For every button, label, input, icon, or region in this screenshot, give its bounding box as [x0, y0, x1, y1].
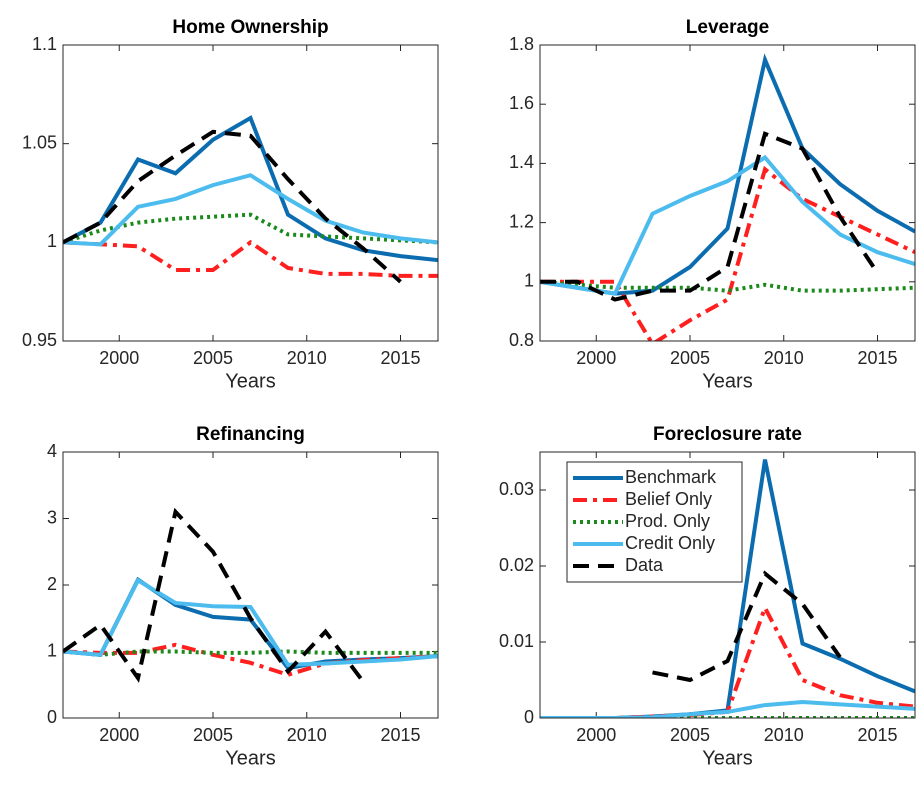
- y-tick-label: 2: [47, 574, 57, 594]
- subplot-title: Refinancing: [196, 424, 305, 445]
- subplot: Home Ownership Years 0.95 1 1.05 1.1 2000 2005 2…: [22, 17, 439, 392]
- series-line: [540, 700, 915, 718]
- y-tick-label: 3: [47, 507, 57, 527]
- subplot-title: Foreclosure rate: [653, 424, 802, 445]
- y-tick-label: 1.2: [509, 211, 534, 231]
- x-tick-label: 2015: [857, 348, 897, 368]
- series-line: [540, 165, 915, 341]
- x-tick-label: 2005: [670, 348, 710, 368]
- y-tick-label: 0.03: [499, 479, 534, 499]
- series-line: [63, 212, 438, 245]
- x-tick-label: 2000: [576, 725, 616, 745]
- legend-label: Benchmark: [625, 467, 717, 487]
- series-line: [63, 642, 438, 677]
- y-tick-label: 1.05: [22, 132, 57, 152]
- series-line: [63, 507, 365, 683]
- x-tick-label: 2010: [287, 348, 327, 368]
- axes-box: [539, 44, 916, 342]
- series-line: [63, 129, 402, 284]
- x-axis-label: Years: [702, 370, 752, 392]
- x-tick-label: 2010: [764, 348, 804, 368]
- x-axis-label: Years: [702, 747, 752, 769]
- y-tick-label: 1.4: [509, 152, 534, 172]
- y-tick-label: 1.8: [509, 34, 534, 54]
- y-tick-label: 1.1: [32, 34, 57, 54]
- y-tick-label: 0.01: [499, 631, 534, 651]
- x-tick-label: 2015: [380, 348, 420, 368]
- x-axis-label: Years: [225, 370, 275, 392]
- series-line: [63, 173, 438, 247]
- x-tick-label: 2010: [764, 725, 804, 745]
- legend-label: Prod. Only: [625, 511, 710, 531]
- x-tick-label: 2005: [670, 725, 710, 745]
- subplot: Foreclosure rate Years 0 0.01 0.02 0.03 2000 20…: [499, 424, 916, 769]
- y-tick-label: 1: [524, 271, 534, 291]
- x-axis-label: Years: [225, 747, 275, 769]
- series-line: [63, 239, 438, 278]
- legend-label: Credit Only: [625, 533, 715, 553]
- axes-box: [62, 44, 439, 342]
- y-tick-label: 1: [47, 640, 57, 660]
- y-tick-label: 1.6: [509, 93, 534, 113]
- y-tick-label: 0: [524, 707, 534, 727]
- subplot-title: Home Ownership: [172, 17, 328, 38]
- x-tick-label: 2015: [380, 725, 420, 745]
- x-tick-label: 2000: [99, 348, 139, 368]
- y-tick-label: 0.95: [22, 330, 57, 350]
- plot-area: [540, 45, 915, 341]
- subplot: Refinancing Years 0 1 2 3 4 2000 2005 2010 2015: [47, 424, 439, 769]
- series-line: [63, 115, 438, 263]
- plot-area: [63, 452, 438, 718]
- subplot-title: Leverage: [686, 17, 769, 38]
- series-line: [652, 570, 842, 683]
- axes-box: [62, 451, 439, 719]
- subplot: Leverage Years 0.8 1 1.2 1.4 1.6 1.8 2000 2005 201…: [509, 17, 916, 392]
- x-tick-label: 2005: [193, 725, 233, 745]
- series-line: [540, 131, 880, 302]
- y-tick-label: 0: [47, 707, 57, 727]
- x-tick-label: 2005: [193, 348, 233, 368]
- x-tick-label: 2000: [99, 725, 139, 745]
- y-tick-label: 4: [47, 441, 57, 461]
- x-tick-label: 2015: [857, 725, 897, 745]
- y-tick-label: 0.8: [509, 330, 534, 350]
- legend-label: Data: [625, 555, 664, 575]
- axes-box: [539, 451, 916, 719]
- y-tick-label: 1: [47, 231, 57, 251]
- x-tick-label: 2000: [576, 348, 616, 368]
- x-tick-label: 2010: [287, 725, 327, 745]
- series-line: [63, 577, 438, 667]
- y-tick-label: 0.02: [499, 555, 534, 575]
- legend-label: Belief Only: [625, 489, 712, 509]
